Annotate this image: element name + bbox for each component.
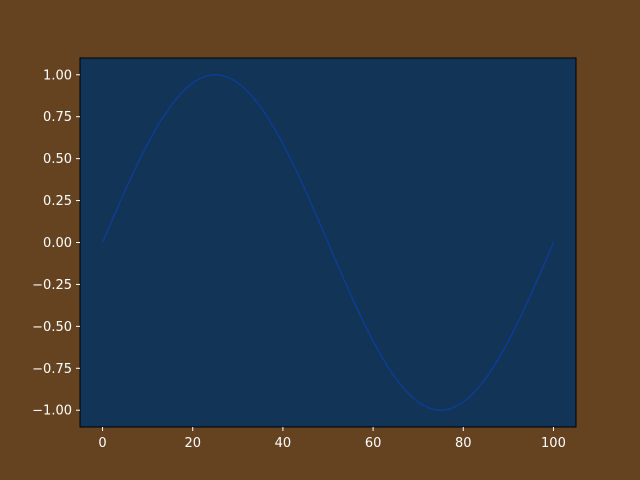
y-tick-label: −0.75	[32, 362, 72, 377]
y-tick-label: 0.75	[43, 110, 72, 125]
x-tick-label: 100	[541, 436, 566, 451]
y-tick-label: 0.25	[43, 194, 72, 209]
y-axis: 1.00 0.75 0.50 0.25 0.00 −0.25 −0.50 −0.75 −1.00	[32, 68, 80, 419]
x-tick-label: 20	[184, 436, 201, 451]
x-tick-label: 80	[455, 436, 472, 451]
series-line	[101, 73, 555, 412]
x-tick-label: 40	[275, 436, 292, 451]
y-tick-label: −0.25	[32, 278, 72, 293]
x-axis: 0 20 40 60 80 100	[98, 427, 566, 451]
y-tick-label: 0.50	[43, 152, 72, 167]
y-tick-label: −0.50	[32, 320, 72, 335]
y-tick-label: 1.00	[43, 68, 72, 83]
x-tick-label: 60	[365, 436, 382, 451]
y-tick-label: 0.00	[43, 236, 72, 251]
y-tick-label: −1.00	[32, 404, 72, 419]
x-tick-label: 0	[98, 436, 106, 451]
